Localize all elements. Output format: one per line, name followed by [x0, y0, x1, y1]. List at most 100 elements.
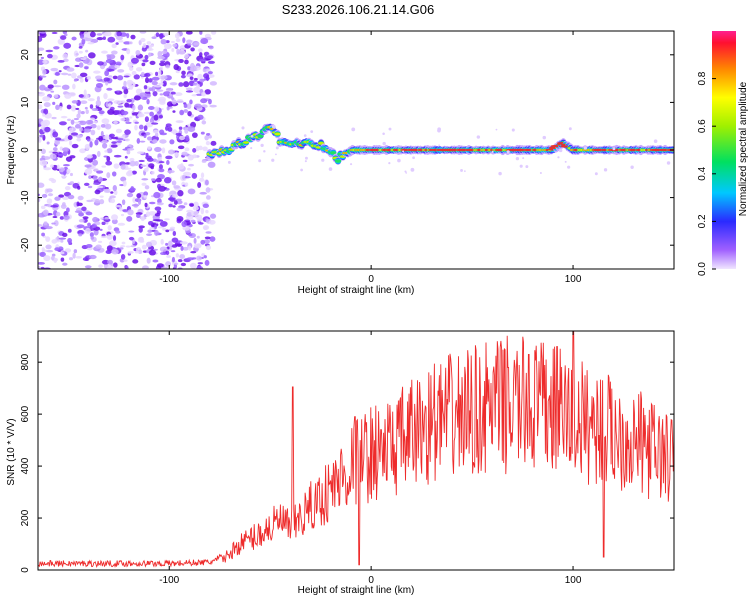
heatmap-noise-blob	[106, 266, 112, 269]
heatmap-noise-blob	[111, 43, 117, 49]
heatmap-noise-blob	[113, 163, 120, 169]
heatmap-noise-blob	[205, 141, 211, 146]
heatmap-noise-blob	[126, 192, 134, 198]
heatmap-noise-blob	[139, 140, 146, 143]
heatmap-noise-blob	[87, 185, 93, 189]
heatmap-noise-blob	[188, 163, 194, 167]
heatmap-noise-blob	[165, 242, 169, 246]
heatmap-noise-blob	[53, 85, 62, 88]
heatmap-noise-blob	[68, 140, 73, 146]
heatmap-noise-blob	[82, 37, 89, 40]
heatmap-noise-blob	[86, 199, 94, 203]
heatmap-noise-blob	[157, 157, 163, 161]
heatmap-noise-blob	[116, 140, 123, 143]
heatmap-noise-blob	[87, 98, 95, 102]
heatmap-noise-blob	[208, 134, 212, 139]
heatmap-noise-blob	[179, 135, 186, 141]
heatmap-noise-blob	[190, 65, 197, 72]
heatmap-noise-blob	[42, 113, 46, 117]
heatmap-noise-blob	[111, 171, 117, 177]
heatmap-noise-blob	[165, 261, 172, 267]
heatmap-noise-blob	[113, 100, 122, 105]
heatmap-noise-blob	[38, 36, 43, 43]
heatmap-noise-blob	[173, 262, 179, 265]
heatmap-noise-blob	[191, 172, 198, 179]
heatmap-noise-blob	[146, 162, 150, 169]
heatmap-noise-blob	[199, 31, 203, 35]
heatmap-noise-blob	[200, 207, 205, 215]
heatmap-noise-blob	[109, 133, 115, 138]
heatmap-noise-blob	[44, 126, 51, 133]
heatmap-noise-blob	[170, 91, 176, 95]
snr-ylabel: SNR (10 * V/V)	[6, 418, 17, 485]
heatmap-faint-dot	[464, 170, 466, 172]
heatmap-noise-blob	[204, 259, 210, 266]
heatmap-noise-blob	[119, 247, 124, 250]
heatmap-noise-blob	[78, 45, 83, 49]
heatmap-noise-blob	[128, 236, 135, 241]
heatmap-noise-blob	[125, 162, 131, 165]
heatmap-noise-blob	[117, 75, 124, 81]
heatmap-noise-blob	[42, 249, 48, 252]
heatmap-noise-blob	[101, 50, 108, 54]
snr-axes: -100 0 100 0 200 400 600 800	[20, 331, 674, 586]
heatmap-noise-blob	[146, 157, 154, 162]
heatmap-noise-blob	[110, 198, 116, 204]
heatmap-noise-blob	[77, 185, 81, 190]
heatmap-noise-blob	[144, 185, 150, 190]
heatmap-noise-blob	[193, 42, 200, 46]
heatmap-noise-blob	[77, 202, 83, 207]
heatmap-noise-blob	[55, 137, 62, 141]
heatmap-noise-blob	[51, 116, 57, 120]
heatmap-noise-blob	[141, 46, 147, 52]
heatmap-noise-blob	[95, 82, 104, 88]
heatmap-noise-blob	[137, 104, 144, 111]
heatmap-noise-blob	[192, 154, 198, 159]
heatmap-noise-blob	[205, 209, 209, 214]
heatmap-noise-blob	[115, 42, 119, 45]
heatmap-noise-blob	[147, 136, 153, 141]
heatmap-noise-blob	[140, 71, 145, 77]
heatmap-noise-blob	[184, 53, 189, 59]
heatmap-noise-blob	[43, 255, 51, 262]
heatmap-noise-blob	[91, 108, 99, 111]
heatmap-noise-blob	[160, 251, 167, 256]
heatmap-noise-blob	[101, 221, 106, 226]
heatmap-noise-blob	[52, 147, 58, 152]
heatmap-noise-blob	[207, 71, 213, 75]
heatmap-noise-blob	[172, 43, 178, 48]
heatmap-noise-blob	[100, 130, 104, 137]
heatmap-faint-dot	[258, 159, 262, 163]
heatmap-noise-blob	[49, 153, 57, 160]
heatmap-noise-blob	[204, 89, 211, 95]
heatmap-noise-blob	[138, 159, 145, 162]
heatmap-faint-dot	[388, 162, 391, 165]
heatmap-noise-blob	[85, 109, 89, 114]
heatmap-noise-blob	[143, 133, 147, 139]
heatmap-noise-blob	[129, 160, 136, 167]
heatmap-noise-blob	[60, 115, 68, 119]
heatmap-noise-blob	[70, 132, 79, 136]
heatmap-noise-blob	[132, 104, 136, 111]
heatmap-noise-blob	[46, 188, 53, 193]
heatmap-noise-blob	[133, 74, 140, 80]
heatmap-noise-blob	[160, 60, 166, 63]
heatmap-noise-blob	[67, 118, 71, 122]
heatmap-noise-blob	[181, 151, 188, 156]
heatmap-noise-blob	[58, 70, 62, 73]
heatmap-noise-blob	[187, 110, 192, 117]
heatmap-noise-blob	[121, 85, 127, 90]
heatmap-faint-dot	[275, 153, 277, 156]
heatmap-noise-blob	[122, 209, 127, 212]
heatmap-noise-blob	[121, 199, 126, 206]
heatmap-noise-blob	[186, 209, 194, 213]
heatmap-noise-blob	[101, 118, 110, 124]
heatmap-noise-blob	[187, 126, 196, 133]
heatmap-noise-blob	[196, 265, 204, 269]
heatmap-noise-blob	[39, 75, 47, 78]
heatmap-noise-blob	[207, 60, 215, 64]
heatmap-noise-blob	[130, 34, 136, 40]
heatmap-noise-blob	[165, 250, 170, 256]
heatmap-noise-blob	[183, 202, 188, 206]
heatmap-noise-blob	[146, 98, 150, 105]
